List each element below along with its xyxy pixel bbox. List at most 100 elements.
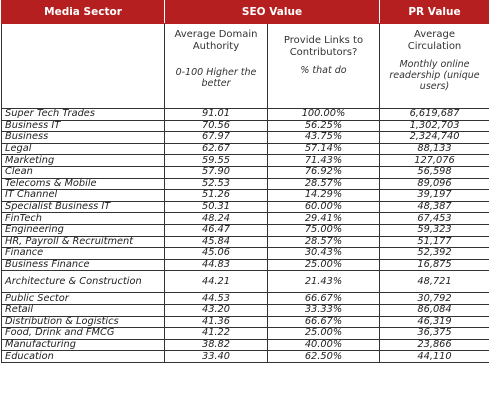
circulation-cell: 59,323 [379,223,489,237]
media-sector-table: Media Sector SEO Value PR Value Average … [1,0,489,363]
subheader-empty-cell [1,23,165,109]
links-cell: 75.00% [267,223,380,237]
circulation-cell: 56,598 [379,165,489,179]
table-row: Education 33.40 62.50% 44,110 [1,350,489,363]
header-media-sector: Media Sector [1,0,165,24]
table-row: Marketing 59.55 71.43% 127,076 [1,154,489,167]
circulation-cell: 51,177 [379,235,489,249]
links-cell: 71.43% [267,154,380,167]
table-row: Food, Drink and FMCG 41.22 25.00% 36,375 [1,327,489,340]
links-cell: 21.43% [267,270,380,294]
links-cell: 14.29% [267,189,380,202]
sector-cell: Manufacturing [1,338,165,352]
links-cell: 33.33% [267,303,380,317]
table-row: HR, Payroll & Recruitment 45.84 28.57% 51,1… [1,235,489,249]
sector-cell: Super Tech Trades [1,108,165,121]
circulation-cell: 89,096 [379,177,489,191]
domain-authority-cell: 48.24 [164,212,268,225]
subheader-row: Average Domain Authority 0-100 Higher th… [1,23,489,109]
sector-cell: IT Channel [1,189,165,202]
domain-authority-cell: 57.90 [164,165,268,179]
links-cell: 43.75% [267,131,380,144]
sector-cell: Architecture & Construction [1,270,165,294]
sector-cell: Business IT [1,119,165,133]
circulation-cell: 48,721 [379,270,489,294]
subheader-section: Average Domain Authority 0-100 Higher th… [1,23,489,109]
links-cell: 40.00% [267,338,380,352]
links-cell: 29.41% [267,212,380,225]
table-row: Architecture & Construction 44.21 21.43% 48… [1,270,489,294]
table-row: Public Sector 44.53 66.67% 30,792 [1,292,489,305]
sector-cell: Engineering [1,223,165,237]
table-row: Telecoms & Mobile 52.53 28.57% 89,096 [1,177,489,191]
header-seo-value: SEO Value [164,0,380,24]
table-row: Engineering 46.47 75.00% 59,323 [1,223,489,237]
table-row: Business Finance 44.83 25.00% 16,875 [1,258,489,272]
sector-cell: Business [1,131,165,144]
sector-cell: Retail [1,303,165,317]
circulation-cell: 67,453 [379,212,489,225]
circulation-cell: 44,110 [379,350,489,363]
sector-cell: Food, Drink and FMCG [1,327,165,340]
domain-authority-cell: 70.56 [164,119,268,133]
circulation-cell: 16,875 [379,258,489,272]
domain-authority-cell: 67.97 [164,131,268,144]
domain-authority-cell: 51.26 [164,189,268,202]
sector-cell: Marketing [1,154,165,167]
domain-authority-note: 0-100 Higher the better [175,67,257,89]
circulation-cell: 52,392 [379,247,489,260]
table-row: FinTech 48.24 29.41% 67,453 [1,212,489,225]
links-cell: 100.00% [267,108,380,121]
table-row: Finance 45.06 30.43% 52,392 [1,247,489,260]
sector-cell: HR, Payroll & Recruitment [1,235,165,249]
links-cell: 62.50% [267,350,380,363]
table-row: Specialist Business IT 50.31 60.00% 48,387 [1,200,489,214]
table-row: Retail 43.20 33.33% 86,084 [1,303,489,317]
domain-authority-cell: 43.20 [164,303,268,317]
links-title: Provide Links to Contributors? [283,35,364,58]
domain-authority-cell: 44.83 [164,258,268,272]
sector-cell: Legal [1,142,165,156]
links-cell: 30.43% [267,247,380,260]
header-row: Media Sector SEO Value PR Value [1,0,489,24]
links-cell: 76.92% [267,165,380,179]
links-cell: 25.00% [267,327,380,340]
sector-cell: FinTech [1,212,165,225]
sector-cell: Public Sector [1,292,165,305]
domain-authority-title: Average Domain Authority [174,29,258,52]
domain-authority-cell: 91.01 [164,108,268,121]
table-row: Business IT 70.56 56.25% 1,302,703 [1,119,489,133]
circulation-cell: 30,792 [379,292,489,305]
domain-authority-cell: 41.22 [164,327,268,340]
links-cell: 66.67% [267,315,380,329]
domain-authority-cell: 52.53 [164,177,268,191]
domain-authority-cell: 41.36 [164,315,268,329]
links-cell: 28.57% [267,235,380,249]
domain-authority-cell: 44.21 [164,270,268,294]
subheader-circulation: Average Circulation Monthly online reade… [379,23,489,109]
links-cell: 56.25% [267,119,380,133]
links-note: % that do [300,65,347,76]
table-row: Super Tech Trades 91.01 100.00% 6,619,687 [1,108,489,121]
circulation-cell: 88,133 [379,142,489,156]
header-pr-value: PR Value [379,0,489,24]
links-cell: 66.67% [267,292,380,305]
sector-cell: Business Finance [1,258,165,272]
table-row: Legal 62.67 57.14% 88,133 [1,142,489,156]
domain-authority-cell: 45.84 [164,235,268,249]
circulation-cell: 23,866 [379,338,489,352]
links-cell: 25.00% [267,258,380,272]
sector-cell: Clean [1,165,165,179]
domain-authority-cell: 38.82 [164,338,268,352]
domain-authority-cell: 45.06 [164,247,268,260]
circulation-cell: 1,302,703 [379,119,489,133]
circulation-cell: 6,619,687 [379,108,489,121]
domain-authority-cell: 44.53 [164,292,268,305]
sector-cell: Specialist Business IT [1,200,165,214]
circulation-cell: 39,197 [379,189,489,202]
circulation-cell: 127,076 [379,154,489,167]
sector-cell: Education [1,350,165,363]
links-cell: 57.14% [267,142,380,156]
sector-cell: Distribution & Logistics [1,315,165,329]
table-row: IT Channel 51.26 14.29% 39,197 [1,189,489,202]
